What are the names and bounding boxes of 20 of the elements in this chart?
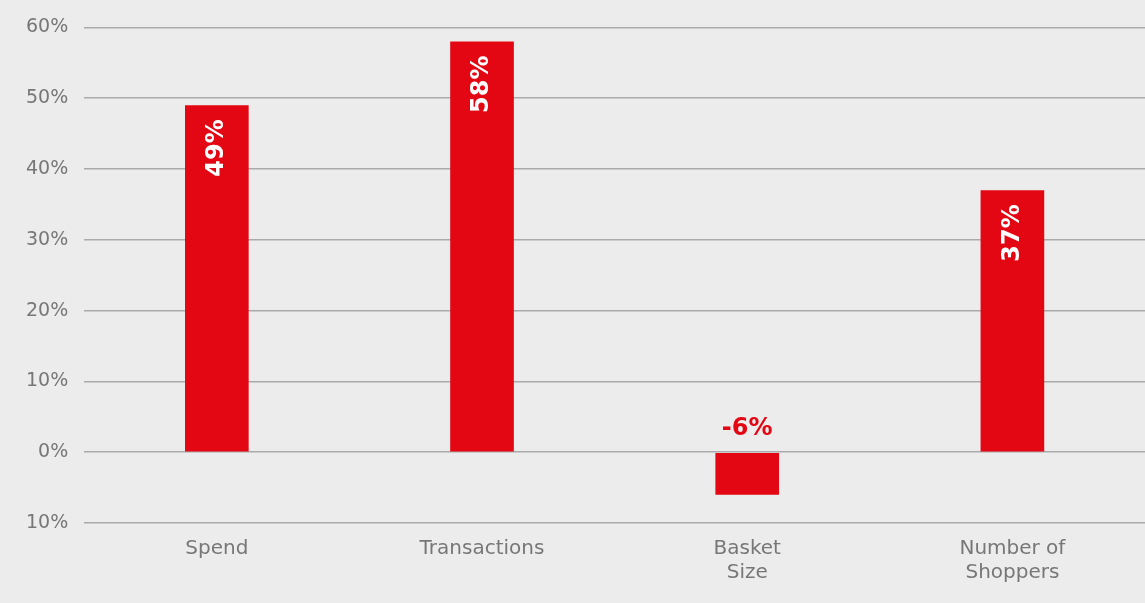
y-tick-label: 50% [26, 85, 69, 108]
data-label: 58% [466, 55, 495, 114]
bar [450, 41, 514, 452]
y-tick-label: 40% [26, 155, 69, 178]
bar [185, 105, 249, 452]
y-tick-label: 60% [26, 14, 69, 37]
data-label: 49% [201, 119, 230, 177]
y-tick-label: 0% [38, 439, 69, 462]
bar [715, 452, 780, 495]
x-tick-label: Transactions [418, 535, 545, 560]
y-tick-label: 10% [26, 509, 69, 532]
y-tick-label: 30% [26, 226, 69, 249]
y-tick-label: 20% [26, 297, 69, 320]
data-label: -6% [721, 413, 773, 442]
x-tick-label: Number of Shoppers [959, 535, 1067, 584]
bar [980, 190, 1045, 452]
x-tick-label: Spend [185, 535, 249, 560]
x-tick-label: Basket Size [713, 535, 782, 584]
data-label: 37% [996, 204, 1025, 262]
y-tick-label: 10% [26, 368, 69, 391]
